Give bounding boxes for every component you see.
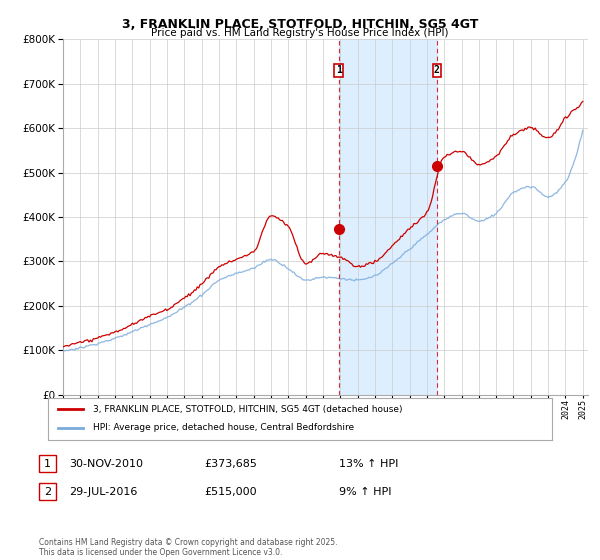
Text: 9% ↑ HPI: 9% ↑ HPI [339,487,391,497]
Text: 2: 2 [434,66,440,75]
Text: 1: 1 [44,459,51,469]
Text: £373,685: £373,685 [204,459,257,469]
Text: 13% ↑ HPI: 13% ↑ HPI [339,459,398,469]
Text: Price paid vs. HM Land Registry's House Price Index (HPI): Price paid vs. HM Land Registry's House … [151,28,449,38]
Text: 29-JUL-2016: 29-JUL-2016 [69,487,137,497]
Text: Contains HM Land Registry data © Crown copyright and database right 2025.
This d: Contains HM Land Registry data © Crown c… [39,538,337,557]
Text: 3, FRANKLIN PLACE, STOTFOLD, HITCHIN, SG5 4GT (detached house): 3, FRANKLIN PLACE, STOTFOLD, HITCHIN, SG… [94,405,403,414]
Bar [339,39,437,395]
Text: 2: 2 [44,487,51,497]
Text: 1: 1 [336,66,342,75]
Text: HPI: Average price, detached house, Central Bedfordshire: HPI: Average price, detached house, Cent… [94,423,355,432]
Text: 3, FRANKLIN PLACE, STOTFOLD, HITCHIN, SG5 4GT: 3, FRANKLIN PLACE, STOTFOLD, HITCHIN, SG… [122,18,478,31]
Text: £515,000: £515,000 [204,487,257,497]
Text: 30-NOV-2010: 30-NOV-2010 [69,459,143,469]
